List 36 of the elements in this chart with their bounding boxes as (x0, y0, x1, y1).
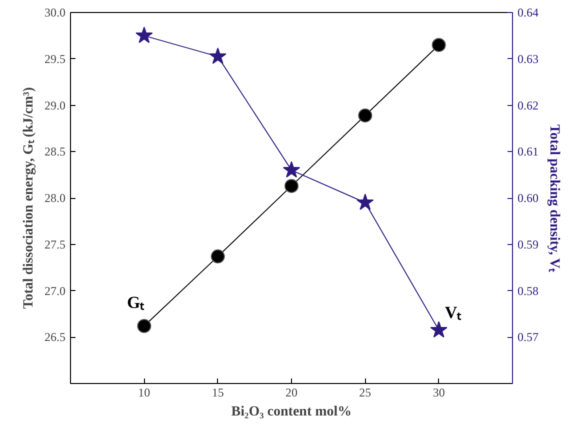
y2-tick-label: 0.58 (518, 284, 538, 298)
y2-axis-title: Total packing density, Vₜ (546, 124, 562, 272)
y-axis-title: Total dissociation energy, Gₜ (kJ/cm³) (22, 86, 36, 309)
point (282, 161, 300, 178)
y-tick-label: 28.0 (44, 191, 66, 205)
point (356, 194, 374, 210)
x-tick-label: 15 (212, 386, 224, 400)
annotation: Vₜ (444, 303, 462, 322)
y-tick-label: 28.5 (44, 144, 66, 159)
point (284, 178, 298, 193)
point (210, 249, 225, 264)
point (358, 108, 372, 122)
point (432, 38, 446, 52)
y2-tick-label: 0.62 (518, 98, 538, 112)
point (209, 48, 226, 64)
y-tick-label: 29.0 (44, 98, 66, 112)
y2-tick-label: 0.57 (518, 330, 538, 344)
x-tick-label: 25 (359, 386, 372, 400)
y-tick-label: 29.5 (44, 52, 66, 66)
y2-tick-label: 0.60 (518, 191, 538, 205)
annotation: Gₜ (126, 292, 146, 312)
y2-tick-label: 0.64 (518, 6, 538, 20)
y2-tick-label: 0.59 (518, 237, 538, 252)
y2-tick-label: 0.61 (518, 144, 538, 159)
x-axis-title: Bi₂O₃ content mol% (231, 404, 352, 420)
x-tick-label: 20 (286, 386, 298, 400)
y-tick-label: 27.5 (44, 237, 66, 252)
x-tick-label: 10 (138, 386, 150, 400)
point (136, 26, 153, 44)
point (430, 321, 448, 338)
y2-tick-label: 0.63 (518, 52, 538, 66)
x-tick-label: 30 (432, 386, 445, 400)
y-tick-label: 27.0 (44, 284, 66, 298)
point (137, 319, 152, 333)
y-tick-label: 26.5 (44, 330, 66, 344)
y-tick-label: 30.0 (44, 6, 66, 20)
